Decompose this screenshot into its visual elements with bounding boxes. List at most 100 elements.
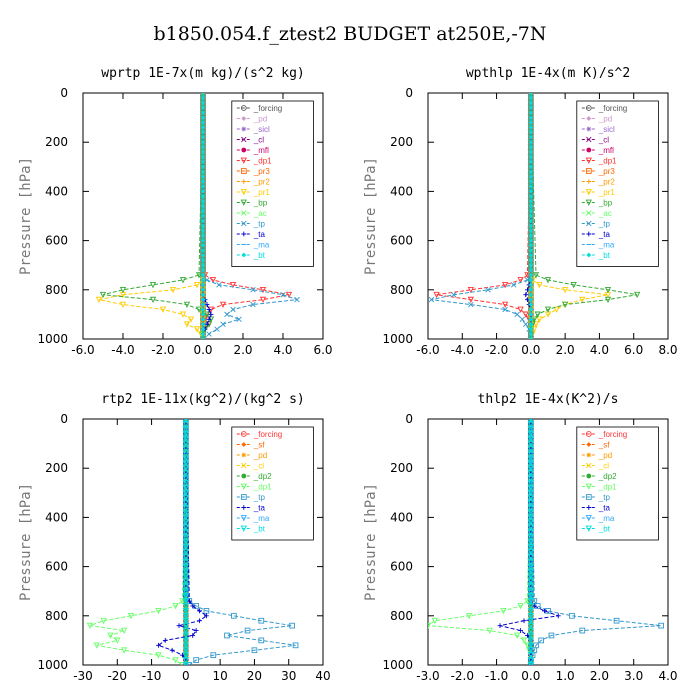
series-point [200, 248, 206, 253]
legend: _forcing _sf_pd _cl_dp2 _dp1_tp _ta_ma _bt [231, 426, 314, 541]
series-point [528, 336, 534, 339]
series-point [528, 213, 534, 219]
series-point [182, 529, 189, 536]
legend-marker [241, 505, 247, 510]
series-point [200, 159, 206, 165]
legend-marker [241, 442, 247, 447]
series-point [182, 534, 189, 541]
legend-entry: _forcing [253, 430, 282, 439]
series-point [518, 628, 523, 633]
series-point [527, 425, 534, 433]
series-point [182, 480, 189, 487]
y-axis-label: Pressure [hPa] [363, 483, 379, 601]
legend-entry: _pr2 [253, 178, 271, 187]
x-tick-label: 6.0 [313, 343, 332, 357]
legend-entry: _ta [253, 230, 266, 239]
series-point [532, 272, 540, 279]
series-point [527, 509, 534, 516]
legend-entry: _cl [598, 462, 609, 471]
series-point [229, 282, 237, 289]
series-point [114, 637, 121, 644]
legend-marker [240, 168, 247, 174]
series-point [182, 519, 189, 526]
y-tick-label: 200 [45, 461, 68, 475]
series-point [527, 440, 534, 448]
series-point [521, 618, 527, 624]
series-point [527, 657, 534, 664]
series-point [121, 647, 128, 654]
series-point [527, 435, 534, 443]
series-point [527, 529, 534, 536]
series-point [127, 612, 135, 620]
series-point [528, 331, 534, 337]
y-tick-label: 0 [60, 86, 68, 100]
series-point [99, 291, 107, 299]
series-point [527, 642, 534, 649]
series-point [200, 297, 206, 303]
series-point [502, 301, 509, 308]
series-point [190, 603, 196, 609]
series-point [182, 509, 189, 516]
series-point [613, 617, 620, 624]
series-point [517, 603, 524, 610]
series-point [182, 544, 189, 551]
series-point [527, 647, 534, 654]
series-point [182, 593, 189, 600]
series-point [182, 539, 189, 546]
series-point [528, 223, 534, 229]
series-point [200, 287, 206, 293]
series-point [179, 311, 187, 318]
series-point [200, 179, 206, 184]
y-tick-label: 600 [390, 560, 413, 574]
legend-marker [586, 473, 592, 479]
legend-box [576, 426, 659, 541]
legend-marker [586, 210, 592, 216]
series-point [183, 603, 189, 609]
series-point [200, 198, 206, 204]
series-point [186, 598, 192, 604]
series-point [183, 628, 189, 633]
series-point [224, 632, 230, 639]
series-point [182, 430, 189, 438]
series-point [200, 149, 206, 155]
series-point [528, 179, 534, 184]
legend-marker [240, 515, 247, 522]
series-point [527, 593, 534, 600]
series-point [200, 321, 206, 327]
series-point [523, 292, 529, 298]
series-point [528, 159, 534, 165]
series-point [528, 297, 534, 303]
legend-entry: _ta [253, 504, 266, 513]
series-point [527, 588, 534, 595]
series-point [195, 306, 203, 313]
series-point [527, 504, 534, 511]
series-point [195, 272, 203, 279]
series-point [182, 494, 189, 502]
series-point [200, 208, 206, 214]
legend-marker [586, 220, 592, 227]
series-point [527, 608, 534, 615]
series-point [527, 475, 534, 482]
series-ta [156, 419, 209, 665]
series-point [527, 489, 534, 497]
series-point [285, 291, 293, 299]
series-point [200, 184, 206, 189]
legend-marker [241, 473, 247, 479]
legend-entry: _dp2 [598, 472, 617, 481]
legend-marker [585, 525, 592, 532]
series-point [200, 105, 206, 111]
series-point [190, 633, 196, 638]
series-point [258, 617, 265, 624]
series-point [149, 296, 157, 304]
legend-marker [585, 515, 592, 522]
series-point [182, 489, 189, 497]
series-point [553, 306, 560, 313]
series-point [280, 292, 286, 298]
series-point [528, 633, 534, 638]
series-point [604, 286, 612, 294]
series-point [528, 198, 534, 204]
legend-entry: _mfl [598, 146, 614, 155]
series-line [89, 600, 183, 665]
legend-marker [585, 168, 592, 174]
series-point [527, 514, 534, 521]
